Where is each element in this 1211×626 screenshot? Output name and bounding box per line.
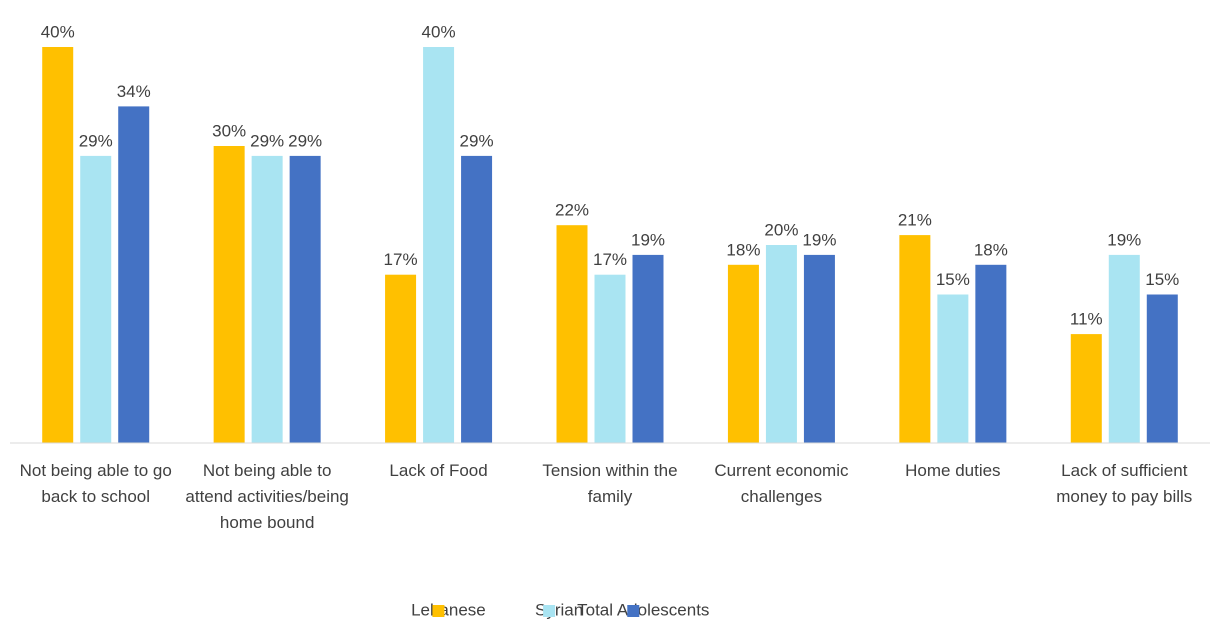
data-label: 19% <box>631 230 665 249</box>
data-label: 21% <box>898 211 932 230</box>
bar <box>461 155 493 443</box>
bar <box>632 254 664 443</box>
x-tick-label: Current economic challenges <box>714 461 849 506</box>
legend-label: Total Adolescents <box>577 600 709 619</box>
data-label: 29% <box>288 131 322 150</box>
x-tick-label: Not being able to go back to school <box>19 461 172 506</box>
data-label: 18% <box>726 240 760 259</box>
data-label: 29% <box>460 131 494 150</box>
data-label: 17% <box>384 250 418 269</box>
data-label: 11% <box>1070 310 1103 329</box>
data-label: 20% <box>764 220 798 239</box>
bar <box>289 155 321 443</box>
data-label: 29% <box>79 131 113 150</box>
bar <box>1108 254 1140 443</box>
data-label: 29% <box>250 131 284 150</box>
bar <box>1070 334 1102 443</box>
bar <box>937 294 969 443</box>
data-label: 34% <box>117 82 151 101</box>
bar <box>727 264 759 443</box>
bar <box>765 245 797 443</box>
x-tick-label: Not being able to attend activities/bein… <box>185 461 349 532</box>
data-label: 18% <box>974 240 1008 259</box>
legend-label: Syrian <box>535 600 583 619</box>
data-label: 15% <box>1145 270 1179 289</box>
data-label: 30% <box>212 121 246 140</box>
x-tick-label: Lack of sufficient money to pay bills <box>1056 461 1193 506</box>
bar <box>80 155 112 443</box>
x-tick-label: Lack of Food <box>389 461 488 480</box>
legend-swatch <box>543 605 556 617</box>
bar <box>803 254 835 443</box>
x-tick-label: Home duties <box>905 461 1001 480</box>
data-label: 17% <box>593 250 627 269</box>
bar <box>423 47 455 443</box>
bar <box>251 155 283 443</box>
data-label: 40% <box>422 22 456 41</box>
bar <box>213 146 245 443</box>
data-label: 22% <box>555 201 589 220</box>
x-tick-label: Tension within the family <box>542 461 678 506</box>
legend-swatch <box>627 605 640 617</box>
legend-swatch <box>432 605 445 617</box>
bar <box>118 106 150 444</box>
bar <box>1146 294 1178 443</box>
bar <box>556 225 588 443</box>
data-label: 19% <box>802 230 836 249</box>
bar <box>975 264 1007 443</box>
bar <box>42 47 74 443</box>
bar <box>385 274 417 443</box>
legend-label: Lebanese <box>411 600 486 619</box>
data-label: 40% <box>41 22 75 41</box>
bar <box>899 235 931 443</box>
data-label: 15% <box>936 270 970 289</box>
data-label: 19% <box>1107 230 1141 249</box>
bar <box>594 274 626 443</box>
